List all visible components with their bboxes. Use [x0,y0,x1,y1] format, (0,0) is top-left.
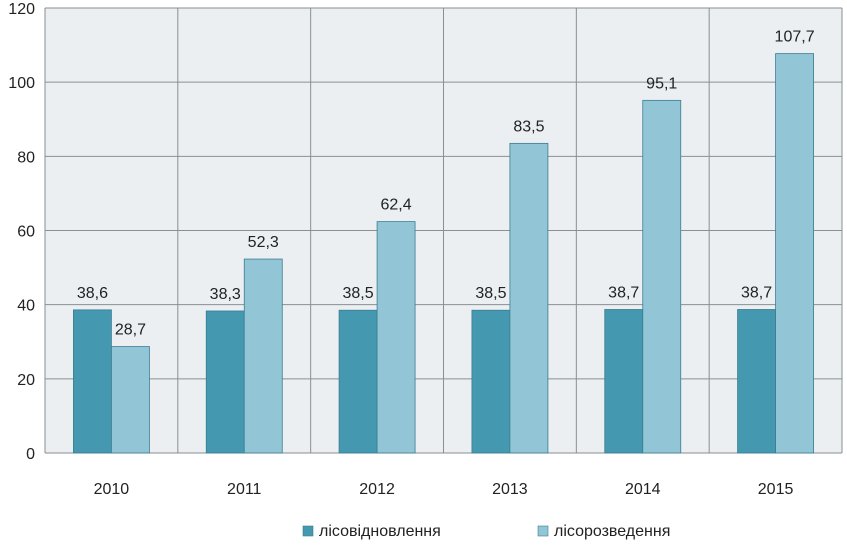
bar-series-2 [642,99,682,454]
y-tick-label: 60 [17,224,35,241]
legend-swatch [537,525,549,537]
x-tick-label: 2011 [227,481,262,498]
legend-label: лісовідновлення [319,523,441,540]
legend-swatch [302,525,314,537]
data-label: 28,7 [115,322,146,339]
data-label: 38,6 [77,285,108,302]
bar-series-2 [376,221,416,454]
data-label: 38,3 [210,286,241,303]
x-tick-label: 2013 [492,481,528,498]
data-label: 62,4 [381,197,412,214]
x-tick-label: 2012 [359,481,395,498]
data-label: 38,5 [343,285,374,302]
legend-label: лісорозведення [554,523,670,540]
x-tick-label: 2010 [94,481,130,498]
y-tick-label: 40 [17,298,35,315]
bar-series-1 [471,309,511,454]
bar-series-2 [243,258,283,454]
bar-series-2 [111,346,150,454]
x-tick-label: 2014 [625,481,661,498]
x-tick-label: 2015 [758,481,794,498]
bar-series-1 [73,309,112,454]
bar-series-1 [205,310,245,454]
y-tick-label: 0 [26,446,35,463]
data-label: 38,7 [741,284,772,301]
bar-series-1 [737,309,776,454]
bar-series-2 [509,142,549,454]
data-label: 83,5 [513,118,544,135]
y-tick-label: 100 [8,75,35,92]
y-tick-label: 80 [17,149,35,166]
data-label: 107,7 [775,29,815,46]
data-label: 38,5 [475,285,506,302]
y-tick-label: 20 [17,372,35,389]
y-tick-label: 120 [8,1,35,18]
data-label: 95,1 [646,75,677,92]
data-label: 38,7 [608,284,639,301]
bar-series-1 [604,309,644,454]
bar-series-1 [338,309,378,454]
data-label: 52,3 [248,234,279,251]
bar-series-2 [775,53,814,454]
